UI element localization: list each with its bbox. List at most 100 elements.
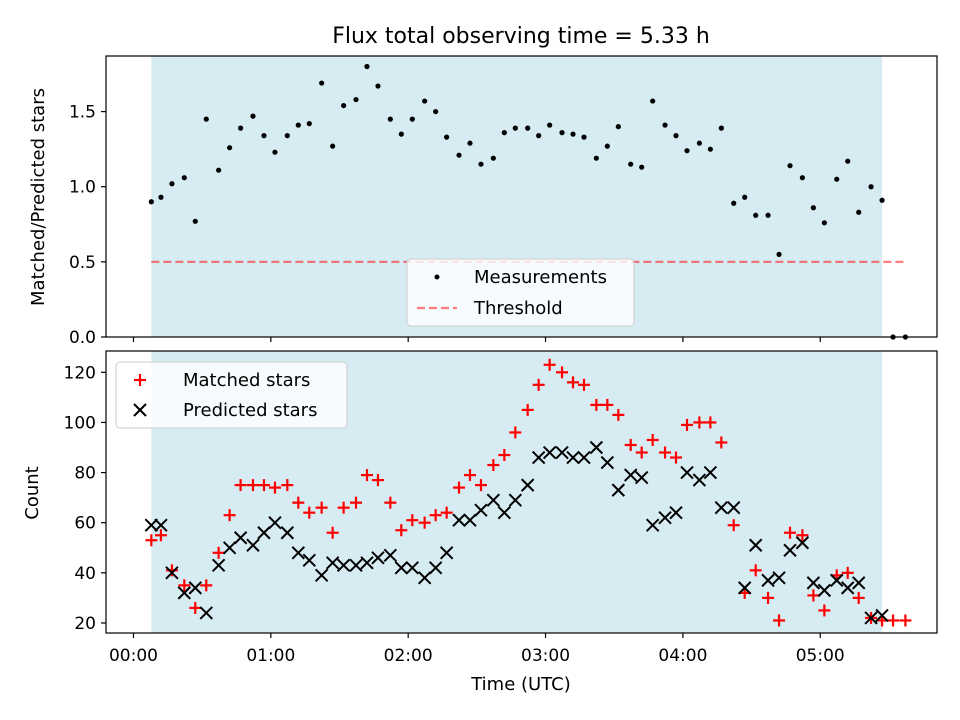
matched-star-point xyxy=(212,546,225,559)
top-legend: Measurements Threshold xyxy=(406,258,635,327)
predicted-star-point xyxy=(246,538,260,552)
predicted-star-point xyxy=(268,515,282,530)
matched-star-point xyxy=(234,479,247,492)
predicted-star-point xyxy=(864,611,878,625)
predicted-star-point xyxy=(497,505,512,520)
bottom-panel: 20 40 60 80 100 120 00:00 01:00 02:00 03:00 04:00 0… xyxy=(22,350,938,695)
predicted-x-stroke-b xyxy=(246,538,260,552)
predicted-star-point xyxy=(177,586,191,600)
matched-star-point xyxy=(257,479,270,492)
measurement-point xyxy=(707,146,713,152)
predicted-x-stroke-b xyxy=(394,561,409,575)
predicted-star-point xyxy=(658,510,672,525)
predicted-star-point xyxy=(222,541,237,555)
measurement-point xyxy=(490,155,496,161)
predicted-x-stroke-b xyxy=(154,518,168,532)
bottom-ytick-label: 120 xyxy=(64,363,96,383)
matched-star-point xyxy=(704,416,717,429)
predicted-star-point xyxy=(841,581,855,595)
measurement-point xyxy=(158,194,164,200)
predicted-star-point xyxy=(692,473,707,487)
predicted-star-point xyxy=(600,455,615,470)
predicted-star-point xyxy=(875,608,889,623)
predicted-x-stroke-b xyxy=(417,571,432,585)
predicted-star-point xyxy=(714,500,729,515)
matched-star-point xyxy=(659,446,672,459)
predicted-star-point xyxy=(703,465,718,480)
predicted-x-stroke-b xyxy=(199,606,213,620)
predicted-x-stroke-b xyxy=(555,445,569,460)
measurement-point xyxy=(718,125,724,131)
figure-title: Flux total observing time = 5.33 h xyxy=(332,24,710,49)
measurement-point xyxy=(799,175,805,181)
matched-star-point xyxy=(440,506,453,519)
predicted-star-point xyxy=(634,470,649,485)
measurement-point xyxy=(353,96,359,103)
predicted-star-point xyxy=(737,581,752,595)
measurement-point xyxy=(742,194,748,200)
matched-star-point xyxy=(681,418,694,431)
measurement-point xyxy=(433,108,439,115)
predicted-x-stroke-b xyxy=(645,518,660,532)
measurement-point xyxy=(615,124,621,130)
matched-star-point xyxy=(165,564,178,577)
measurement-point xyxy=(306,121,312,127)
measurement-point xyxy=(387,116,393,122)
predicted-star-point xyxy=(566,450,580,465)
top-ytick-label: 0.5 xyxy=(69,253,96,273)
predicted-star-point xyxy=(486,493,501,507)
bottom-xtick-label: 03:00 xyxy=(521,646,570,666)
predicted-x-stroke-b xyxy=(405,561,420,575)
predicted-star-point xyxy=(772,571,786,585)
bottom-legend: Matched stars Predicted stars xyxy=(115,361,348,429)
measurement-point xyxy=(604,143,610,149)
bottom-ytick-label: 20 xyxy=(74,614,96,634)
predicted-star-point xyxy=(748,538,763,552)
predicted-star-point xyxy=(531,450,546,465)
predicted-star-point xyxy=(508,493,523,507)
measurement-point xyxy=(467,140,473,146)
measurement-point xyxy=(593,155,599,161)
predicted-x-stroke-b xyxy=(452,513,466,527)
predicted-x-stroke-b xyxy=(486,493,501,507)
predicted-star-point xyxy=(280,526,295,540)
predicted-x-stroke-b xyxy=(314,568,329,583)
predicted-star-point xyxy=(188,581,202,595)
predicted-star-point xyxy=(199,606,213,620)
measurement-point xyxy=(536,133,542,139)
predicted-star-point xyxy=(405,561,420,575)
predicted-x-stroke-b xyxy=(336,558,351,573)
predicted-star-point xyxy=(817,583,832,598)
bottom-xtick-label: 05:00 xyxy=(796,646,845,666)
matched-star-point xyxy=(899,614,912,627)
predicted-star-point xyxy=(577,450,591,465)
measurement-point xyxy=(192,218,198,224)
measurement-point xyxy=(456,152,462,158)
matched-star-point xyxy=(521,403,534,416)
measurement-point xyxy=(639,164,645,170)
bottom-legend-box xyxy=(115,361,348,429)
predicted-x-stroke-b xyxy=(360,556,374,570)
matched-star-point xyxy=(315,501,328,514)
matched-star-point xyxy=(693,416,706,429)
measurement-point xyxy=(181,175,187,181)
matched-star-point xyxy=(360,469,373,482)
predicted-star-point xyxy=(795,536,810,550)
predicted-star-point xyxy=(394,561,409,575)
matched-star-point xyxy=(567,376,580,389)
predicted-x-stroke-b xyxy=(783,543,797,557)
predicted-star-point xyxy=(761,573,775,588)
predicted-star-point xyxy=(211,558,226,573)
measurement-point xyxy=(295,122,301,128)
predicted-x-stroke-b xyxy=(531,450,546,465)
predicted-star-point xyxy=(417,571,432,585)
measurement-point xyxy=(879,197,885,203)
predicted-x-stroke-b xyxy=(177,586,191,600)
predicted-x-stroke-b xyxy=(268,515,282,530)
matched-star-point xyxy=(487,459,500,472)
predicted-x-stroke-b xyxy=(669,505,683,520)
legend-threshold-label: Threshold xyxy=(473,298,563,319)
top-axes-frame xyxy=(105,55,938,338)
matched-star-point xyxy=(337,501,350,514)
